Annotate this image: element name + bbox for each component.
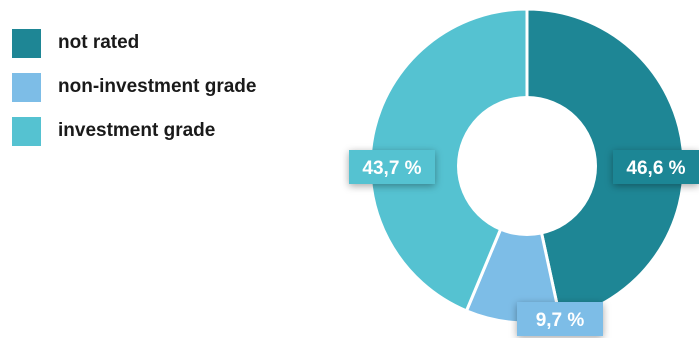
data-label-text: 9,7 % (536, 310, 585, 331)
legend-swatch-non-investment-grade (12, 72, 41, 102)
slice-not-rated (525, 7, 686, 321)
legend-swatch-investment-grade (12, 116, 41, 146)
donut-hole (457, 96, 597, 236)
data-label-box (517, 302, 603, 336)
legend-label-investment-grade: investment grade (58, 120, 216, 141)
legend-item-non-investment-grade: non-investment grade (12, 72, 256, 102)
slice-investment-grade (368, 7, 529, 313)
legend-label-not-rated: not rated (58, 32, 140, 53)
legend: not rated non-investment grade investmen… (12, 28, 256, 160)
legend-item-investment-grade: investment grade (12, 116, 256, 146)
data-label-box (349, 150, 435, 184)
legend-label-non-investment-grade: non-investment grade (58, 76, 257, 97)
data-label-box (613, 150, 699, 184)
legend-swatch-not-rated (12, 28, 41, 58)
data-label-not-rated: 46,6 % (613, 150, 699, 184)
data-label-text: 46,6 % (626, 158, 685, 179)
data-label-text: 43,7 % (362, 158, 421, 179)
legend-item-not-rated: not rated (12, 28, 256, 58)
data-label-investment-grade: 43,7 % (349, 150, 435, 184)
data-label-non-investment-grade: 9,7 % (517, 302, 603, 336)
